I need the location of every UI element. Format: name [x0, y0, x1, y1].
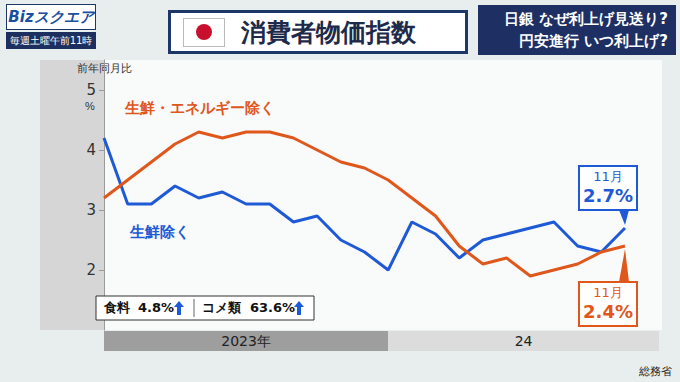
svg-text:前年同月比: 前年同月比 — [76, 62, 132, 75]
html-text:消費者物価指数: 消費者物価指数 — [241, 17, 416, 47]
svg-text:5: 5 — [86, 81, 96, 99]
svg-text:4.8%: 4.8% — [138, 300, 174, 315]
svg-text:2023年: 2023年 — [221, 333, 271, 349]
svg-text:4: 4 — [86, 141, 96, 159]
svg-text:総務省: 総務省 — [638, 365, 672, 378]
svg-text:3: 3 — [86, 201, 96, 219]
svg-text:生鮮除く: 生鮮除く — [129, 223, 190, 241]
svg-text:63.6%: 63.6% — [250, 300, 295, 315]
svg-text:11月: 11月 — [593, 285, 623, 300]
svg-text:%: % — [85, 100, 95, 112]
svg-text:生鮮・エネルギー除く: 生鮮・エネルギー除く — [124, 99, 275, 117]
html-text:円安進行 いつ利上げ?: 円安進行 いつ利上げ? — [519, 32, 668, 50]
svg-text:2: 2 — [86, 261, 96, 279]
html-text:Bizスクエア: Bizスクエア — [8, 8, 94, 26]
svg-text:11月: 11月 — [593, 169, 623, 184]
svg-text:食料: 食料 — [103, 300, 130, 315]
svg-text:2.7%: 2.7% — [583, 185, 633, 206]
html-text:日銀 なぜ利上げ見送り?: 日銀 なぜ利上げ見送り? — [504, 10, 668, 28]
svg-text:2.4%: 2.4% — [583, 301, 633, 322]
svg-text:24: 24 — [515, 333, 533, 349]
svg-text:コメ類: コメ類 — [202, 300, 241, 315]
html-text:毎週土曜午前11時: 毎週土曜午前11時 — [9, 35, 93, 46]
